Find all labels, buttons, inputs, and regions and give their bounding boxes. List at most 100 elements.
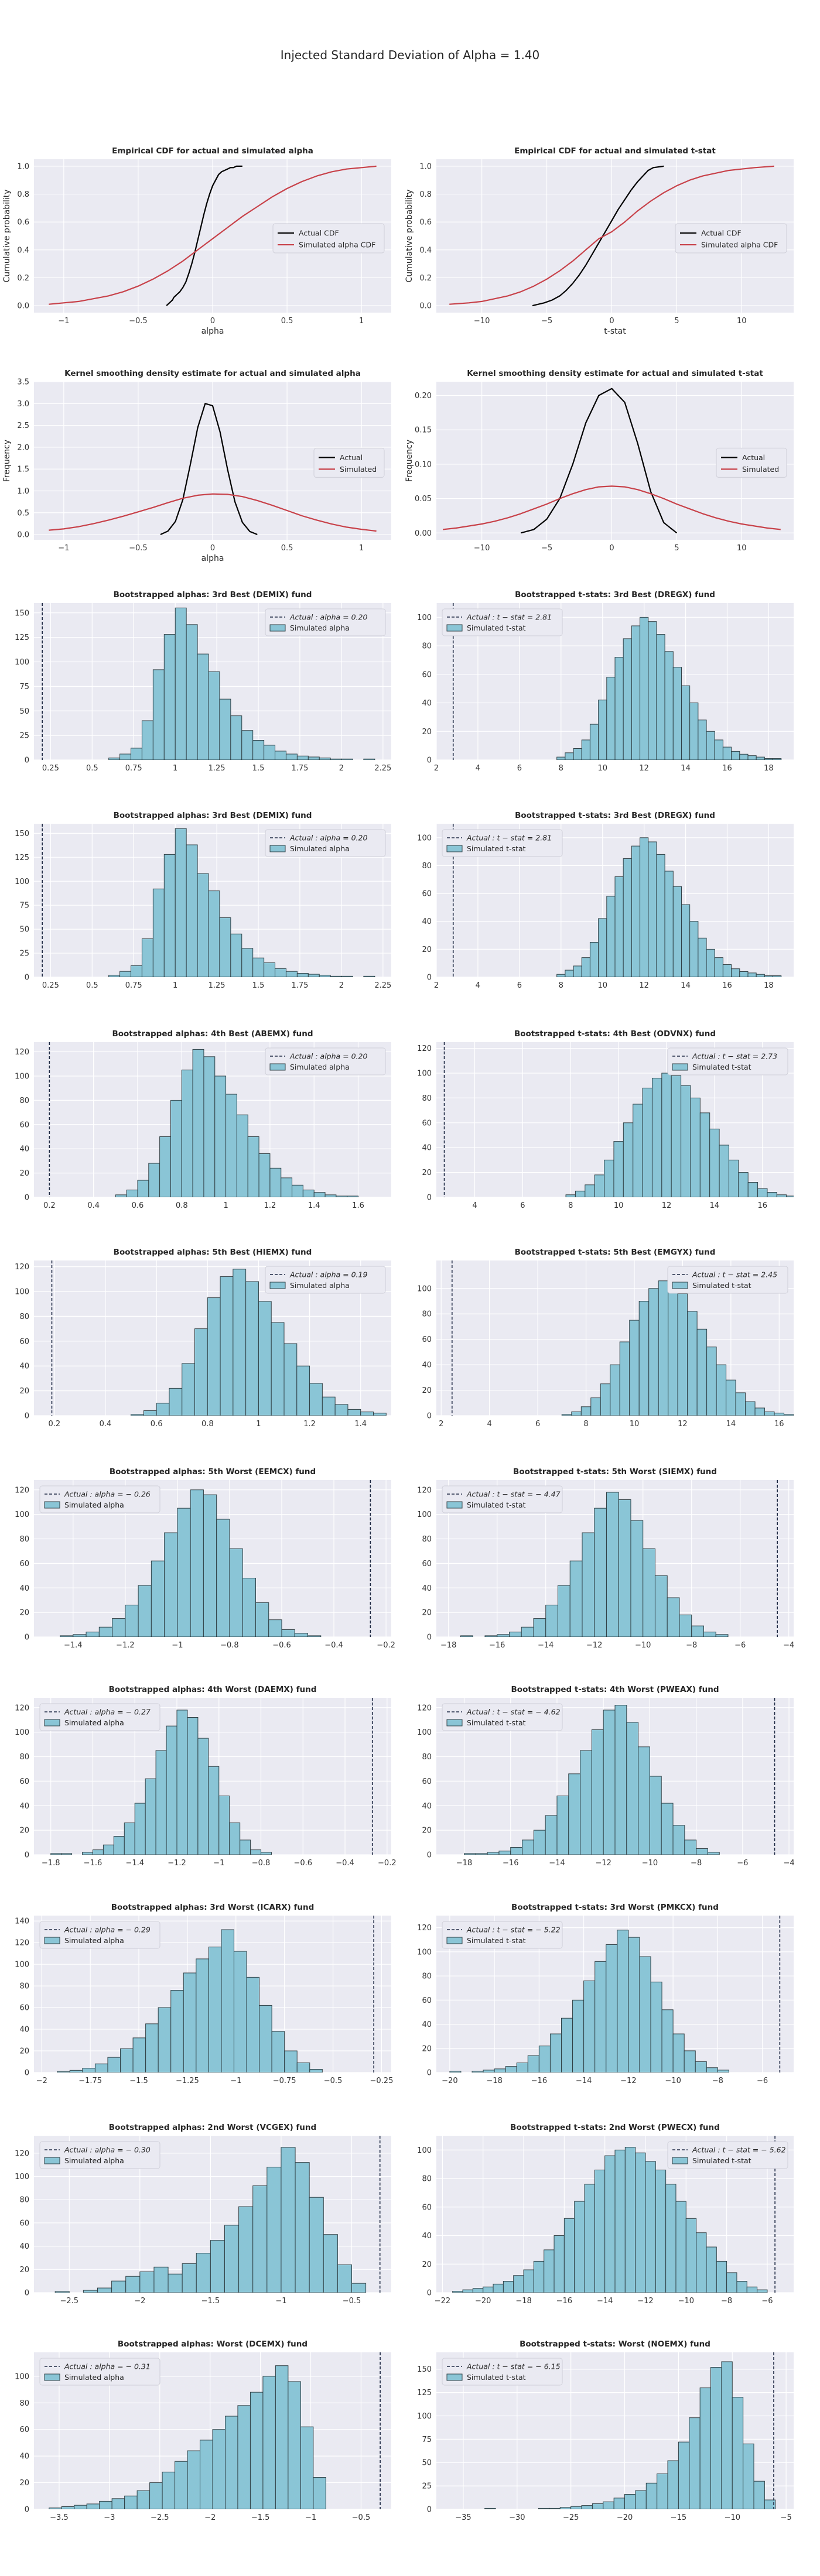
histogram-bar xyxy=(774,1413,785,1416)
histogram-bar xyxy=(678,2441,690,2509)
x-tick-label: 0.4 xyxy=(87,1201,100,1210)
chart-title: Bootstrapped t-stats: 5th Worst (SIEMX) … xyxy=(513,1467,717,1477)
legend-label: Actual : alpha = 0.20 xyxy=(289,613,367,622)
chart-3: −1 −0.5 0 0.5 1 0.0 0.5 1.0 1.5 2.0 2.5 3.0 3.5 Kerne… xyxy=(2,369,391,563)
x-tick-label: −16 xyxy=(556,2297,572,2306)
histogram-bar xyxy=(145,1778,156,1855)
x-tick-label: 5 xyxy=(674,544,679,553)
y-tick-label: 100 xyxy=(417,614,432,622)
chart-13: −1.4 −1.2 −1 −0.8 −0.6 −0.4 −0.2 0 20 40 60 80 100 12… xyxy=(15,1467,395,1650)
y-tick-label: 0.00 xyxy=(415,529,432,538)
histogram-bar xyxy=(606,1492,619,1637)
y-tick-label: 100 xyxy=(417,1728,432,1737)
histogram-bar xyxy=(162,2471,176,2509)
legend: Actual Simulated xyxy=(716,447,787,478)
y-tick-label: 1.0 xyxy=(17,162,29,171)
legend-label: Actual : t − stat = 2.81 xyxy=(466,613,552,622)
histogram-bar xyxy=(163,854,176,977)
histogram-bar xyxy=(689,2417,701,2509)
legend-label: Actual : t − stat = − 6.15 xyxy=(466,2362,561,2371)
x-tick-label: −10 xyxy=(474,544,490,553)
y-tick-label: 0.05 xyxy=(415,495,432,503)
y-tick-label: 75 xyxy=(19,683,29,691)
histogram-bar xyxy=(631,845,641,977)
chart-title: Bootstrapped alphas: Worst (DCEMX) fund xyxy=(118,2339,308,2349)
histogram-bar xyxy=(137,1180,149,1197)
x-tick-label: 0.25 xyxy=(42,981,59,990)
histogram-bar xyxy=(648,621,657,760)
histogram-bar xyxy=(472,2071,484,2073)
histogram-bar xyxy=(565,1194,576,1197)
chart-title: Bootstrapped alphas: 3rd Best (DEMIX) fu… xyxy=(114,811,312,820)
histogram-bar xyxy=(487,1852,500,1855)
histogram-bar xyxy=(111,2498,125,2509)
x-tick-label: 10 xyxy=(614,1201,624,1210)
x-tick-label: 12 xyxy=(678,1420,688,1429)
y-tick-label: 0 xyxy=(427,1633,432,1642)
histogram-bar xyxy=(629,1320,640,1416)
histogram-bar xyxy=(158,2007,172,2073)
histogram-bar xyxy=(610,1364,620,1416)
legend-swatch xyxy=(446,1501,463,1509)
x-tick-label: 0 xyxy=(609,317,614,326)
histogram-bar xyxy=(124,1823,135,1855)
y-tick-label: 40 xyxy=(19,2026,29,2034)
histogram-bar xyxy=(707,1852,720,1855)
histogram-bar xyxy=(266,2167,282,2293)
y-tick-label: 40 xyxy=(422,1361,432,1370)
legend: Actual : alpha = − 0.29 Simulated alpha xyxy=(39,1921,160,1949)
histogram-bar xyxy=(208,1766,220,1855)
x-tick-label: 1.6 xyxy=(352,1201,364,1210)
histogram-bar xyxy=(556,974,566,977)
chart-17: −2 −1.75 −1.5 −1.25 −1 −0.75 −0.5 −0.25 0 20 40 60 8… xyxy=(15,1903,393,2085)
x-tick-label: −5 xyxy=(541,544,552,553)
histogram-bar xyxy=(498,1851,511,1855)
histogram-bar xyxy=(645,2161,656,2293)
y-tick-label: 0 xyxy=(427,2069,432,2078)
histogram-bar xyxy=(606,677,616,760)
histogram-bar xyxy=(603,1710,616,1855)
y-tick-label: 40 xyxy=(19,2242,29,2251)
x-tick-label: −16 xyxy=(503,1859,518,1868)
x-tick-label: 8 xyxy=(559,981,563,990)
y-tick-label: 0 xyxy=(25,756,29,765)
histogram-bar xyxy=(494,2068,506,2073)
histogram-bar xyxy=(208,671,220,760)
x-tick-label: −0.6 xyxy=(272,1641,291,1650)
histogram-bar xyxy=(449,2071,462,2073)
chart-21: −3.5 −3 −2.5 −2 −1.5 −1 −0.5 0 20 40 60 80 100 Bootst… xyxy=(15,2339,391,2522)
y-tick-label: 80 xyxy=(422,1535,432,1544)
legend-swatch xyxy=(44,1719,60,1727)
histogram-bar xyxy=(203,1056,216,1197)
y-tick-label: 40 xyxy=(19,1584,29,1593)
histogram-bar xyxy=(784,1414,794,1416)
x-tick-label: −25 xyxy=(563,2513,579,2522)
chart-title: Bootstrapped t-stats: 5th Best (EMGYX) f… xyxy=(515,1248,716,1257)
x-tick-label: −6 xyxy=(734,1641,746,1650)
chart-4: −10 −5 0 5 10 0.00 0.05 0.10 0.15 0.20 Kernel smoo… xyxy=(405,369,794,553)
x-tick-label: 0.5 xyxy=(86,764,98,773)
x-tick-label: −1.8 xyxy=(42,1859,60,1868)
x-tick-label: 2 xyxy=(339,764,344,773)
histogram-bar xyxy=(86,1632,100,1637)
legend-label: Actual : alpha = − 0.29 xyxy=(64,1926,151,1934)
chart-title: Bootstrapped t-stats: Worst (NOEMX) fund xyxy=(520,2339,710,2349)
histogram-bar xyxy=(677,1293,688,1416)
series-line-1 xyxy=(520,388,678,534)
chart-title: Bootstrapped alphas: 4th Best (ABEMX) fu… xyxy=(112,1029,313,1039)
histogram-bar xyxy=(134,1803,146,1855)
plot-marks xyxy=(451,1260,794,1416)
histogram-bar xyxy=(182,1363,196,1416)
plot-marks xyxy=(54,2136,381,2293)
legend-label: Simulated alpha xyxy=(290,1063,350,1071)
y-axis-label: Cumulative probability xyxy=(2,189,12,282)
y-tick-label: 0 xyxy=(427,756,432,765)
legend: Actual : t − stat = − 6.15 Simulated t-st… xyxy=(442,2358,563,2386)
histogram-bar xyxy=(86,2503,100,2509)
histogram-bar xyxy=(756,974,765,977)
legend-label: Simulated alpha xyxy=(64,1501,124,1509)
histogram-bar xyxy=(600,1383,611,1416)
x-tick-label: −15 xyxy=(671,2513,686,2522)
chart-6: 2 4 6 8 10 12 14 16 18 0 20 40 60 80 100 Bootstrapped t… xyxy=(417,590,794,773)
chart-title: Bootstrapped alphas: 3rd Best (DEMIX) fu… xyxy=(114,590,312,600)
